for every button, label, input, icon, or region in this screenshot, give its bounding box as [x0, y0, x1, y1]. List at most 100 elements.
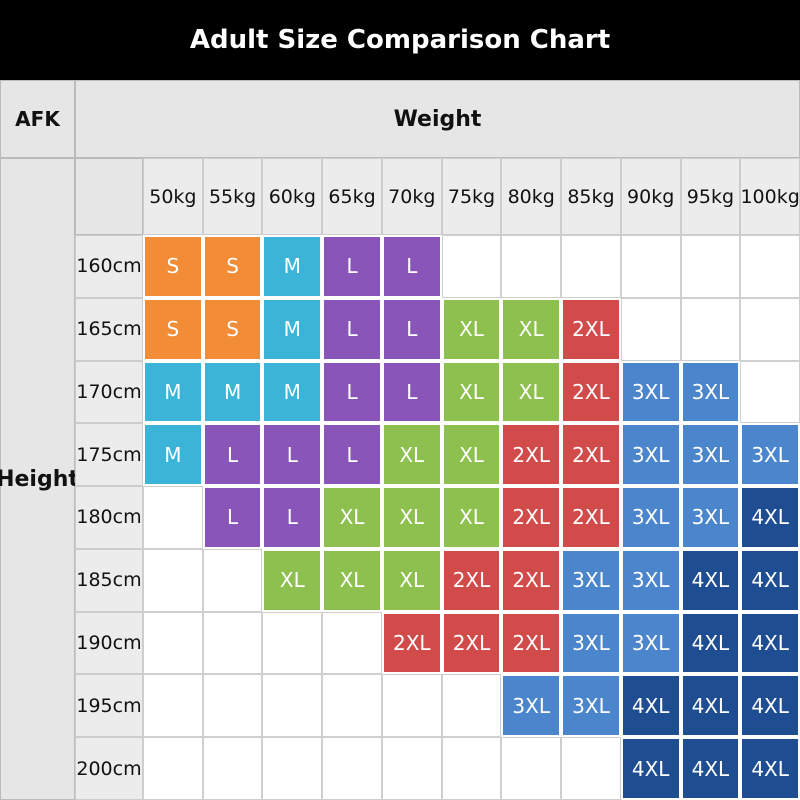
- size-cell: XL: [441, 423, 502, 487]
- size-cell: 4XL: [680, 737, 741, 800]
- size-cell: 2XL: [501, 423, 562, 487]
- empty-cell: [143, 737, 203, 800]
- size-cell: 2XL: [561, 297, 621, 361]
- size-cell: L: [322, 360, 382, 424]
- empty-cell: [501, 737, 562, 800]
- size-cell: XL: [262, 548, 323, 612]
- empty-cell: [262, 674, 323, 738]
- size-cell: 4XL: [680, 548, 741, 612]
- size-cell: S: [202, 235, 263, 298]
- empty-cell: [262, 611, 323, 675]
- empty-cell: [143, 674, 203, 738]
- size-cell: 2XL: [561, 486, 621, 549]
- weight-label: 85kg: [561, 158, 621, 235]
- empty-cell: [143, 548, 203, 612]
- size-cell: 4XL: [620, 737, 681, 800]
- height-label: 180cm: [75, 486, 143, 549]
- size-cell: XL: [381, 486, 442, 549]
- size-cell: L: [262, 423, 323, 487]
- size-cell: XL: [441, 360, 502, 424]
- size-cell: 3XL: [620, 423, 681, 487]
- height-label: 175cm: [75, 423, 143, 487]
- size-cell: 2XL: [441, 611, 502, 675]
- empty-cell: [202, 674, 263, 738]
- corner: AFK: [0, 80, 75, 158]
- size-cell: M: [202, 360, 263, 424]
- empty-cell: [680, 235, 741, 298]
- empty-cell: [620, 297, 681, 361]
- weight-label: 100kg: [740, 158, 800, 235]
- size-cell: L: [381, 235, 442, 298]
- empty-cell: [441, 674, 502, 738]
- weight-label: 75kg: [441, 158, 502, 235]
- empty-cell: [441, 737, 502, 800]
- size-cell: 3XL: [620, 611, 681, 675]
- size-cell: S: [143, 297, 203, 361]
- size-cell: M: [143, 360, 203, 424]
- empty-cell: [381, 674, 442, 738]
- empty-cell: [441, 235, 502, 298]
- size-cell: L: [202, 486, 263, 549]
- size-cell: 3XL: [501, 674, 562, 738]
- size-cell: L: [322, 297, 382, 361]
- empty-cell: [202, 548, 263, 612]
- empty-cell: [680, 297, 741, 361]
- size-cell: 3XL: [561, 548, 621, 612]
- size-cell: 2XL: [561, 360, 621, 424]
- size-cell: M: [262, 235, 323, 298]
- empty-cell: [740, 360, 800, 424]
- size-cell: 3XL: [561, 674, 621, 738]
- size-cell: 3XL: [680, 486, 741, 549]
- size-cell: L: [322, 423, 382, 487]
- size-cell: 2XL: [561, 423, 621, 487]
- size-cell: 4XL: [740, 486, 800, 549]
- size-cell: 4XL: [680, 611, 741, 675]
- weight-label: 65kg: [322, 158, 382, 235]
- size-cell: L: [322, 235, 382, 298]
- size-cell: 4XL: [740, 548, 800, 612]
- size-cell: 2XL: [381, 611, 442, 675]
- size-cell: XL: [322, 548, 382, 612]
- height-label: 195cm: [75, 674, 143, 738]
- size-cell: 2XL: [441, 548, 502, 612]
- weight-label: 50kg: [143, 158, 203, 235]
- weight-label: 95kg: [680, 158, 741, 235]
- empty-cell: [202, 737, 263, 800]
- size-cell: XL: [441, 486, 502, 549]
- size-cell: 3XL: [680, 423, 741, 487]
- size-cell: 4XL: [740, 674, 800, 738]
- size-cell: 2XL: [501, 548, 562, 612]
- size-cell: L: [202, 423, 263, 487]
- empty-cell: [262, 737, 323, 800]
- size-cell: 3XL: [620, 548, 681, 612]
- height-label: 170cm: [75, 360, 143, 424]
- size-cell: 4XL: [740, 737, 800, 800]
- size-cell: S: [143, 235, 203, 298]
- empty-cell: [561, 235, 621, 298]
- height-label: 200cm: [75, 737, 143, 800]
- corner-blank: [75, 158, 143, 235]
- weight-label: 55kg: [202, 158, 263, 235]
- weight-label: 70kg: [381, 158, 442, 235]
- empty-cell: [322, 611, 382, 675]
- size-cell: L: [262, 486, 323, 549]
- title: Adult Size Comparison Chart: [0, 0, 800, 80]
- empty-cell: [501, 235, 562, 298]
- empty-cell: [322, 674, 382, 738]
- empty-cell: [202, 611, 263, 675]
- size-cell: XL: [501, 360, 562, 424]
- size-cell: 3XL: [740, 423, 800, 487]
- size-cell: XL: [381, 423, 442, 487]
- size-cell: L: [381, 297, 442, 361]
- empty-cell: [740, 235, 800, 298]
- height-label: 160cm: [75, 235, 143, 298]
- empty-cell: [322, 737, 382, 800]
- height-label: 165cm: [75, 297, 143, 361]
- size-cell: 3XL: [680, 360, 741, 424]
- weight-label: 90kg: [620, 158, 681, 235]
- empty-cell: [561, 737, 621, 800]
- height-header: Height: [0, 158, 79, 800]
- size-cell: L: [381, 360, 442, 424]
- size-cell: 4XL: [620, 674, 681, 738]
